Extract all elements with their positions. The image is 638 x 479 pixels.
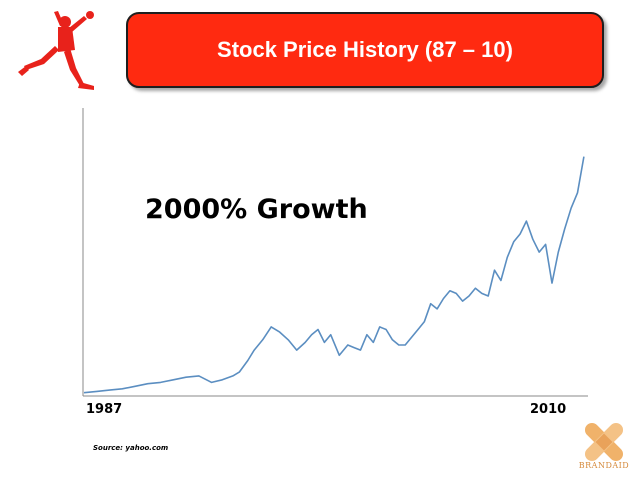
chart-svg — [82, 108, 588, 397]
title-banner: Stock Price History (87 – 10) — [126, 12, 604, 88]
bandage-cross-icon — [584, 422, 624, 462]
stock-price-chart — [82, 108, 588, 397]
brand-name: BRANDAID — [578, 461, 630, 470]
x-tick-label-start: 1987 — [86, 402, 123, 417]
x-tick-label-end: 2010 — [530, 402, 567, 417]
jumpman-logo-icon — [18, 11, 94, 90]
source-note: Source: yahoo.com — [93, 444, 169, 452]
price-series-line — [83, 156, 585, 394]
page-title: Stock Price History (87 – 10) — [217, 37, 513, 62]
growth-annotation: 2000% Growth — [145, 194, 368, 225]
